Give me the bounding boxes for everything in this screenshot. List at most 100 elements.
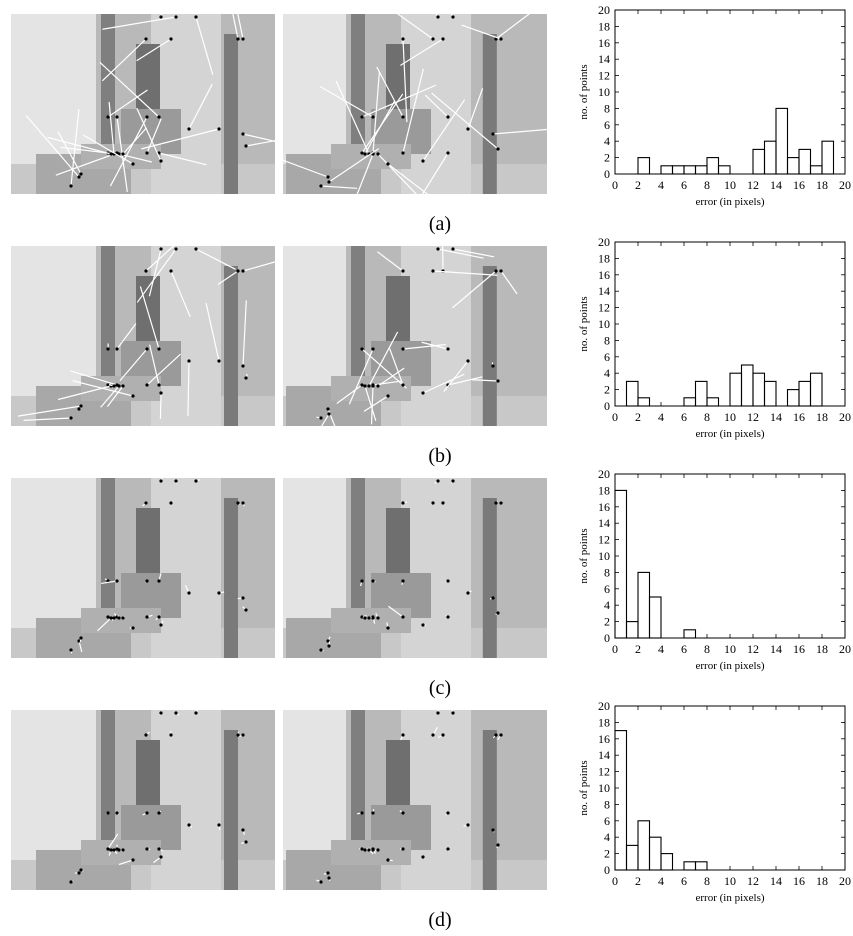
histogram-bar (671, 165, 685, 175)
feature-point (326, 175, 330, 179)
x-tick-label: 6 (681, 410, 687, 424)
error-vector (364, 385, 377, 421)
feature-point (112, 616, 116, 620)
feature-point (79, 636, 83, 640)
x-tick-label: 4 (658, 410, 664, 424)
feature-point (496, 379, 500, 383)
feature-point (157, 615, 161, 619)
y-tick-label: 8 (604, 565, 610, 579)
feature-point (106, 383, 110, 387)
feature-point (187, 359, 191, 363)
feature-point (491, 828, 495, 832)
feature-point (496, 147, 500, 151)
feature-point (157, 347, 161, 351)
histogram-bar (729, 372, 743, 407)
feature-point (371, 384, 375, 388)
panel-caption: (b) (428, 445, 452, 467)
feature-point (69, 880, 73, 884)
x-tick-label: 16 (793, 874, 805, 888)
feature-point (386, 626, 390, 630)
feature-point (157, 579, 161, 583)
feature-point (109, 152, 113, 156)
y-axis-label: no. of points (578, 528, 590, 583)
feature-point (115, 811, 119, 815)
error-vector (109, 116, 148, 187)
histogram-bar (786, 157, 800, 175)
error-vector (101, 38, 147, 82)
error-vector (377, 153, 417, 194)
feature-point (131, 626, 135, 630)
feature-point (241, 596, 245, 600)
error-vector (107, 89, 148, 118)
panel-caption: (a) (428, 213, 452, 235)
feature-point (363, 848, 367, 852)
feature-point (115, 115, 119, 119)
histogram-bar (694, 861, 708, 871)
corridor-photo-left (11, 478, 275, 658)
feature-point (117, 616, 121, 620)
error-vector (245, 140, 275, 147)
error-vector (108, 101, 115, 155)
y-axis-label: no. of points (578, 296, 590, 351)
x-tick-label: 8 (704, 642, 710, 656)
feature-point (360, 615, 364, 619)
feature-point (401, 383, 405, 387)
feature-point (376, 616, 380, 620)
feature-point (217, 359, 221, 363)
x-tick-label: 4 (658, 874, 664, 888)
feature-point (431, 501, 435, 505)
feature-point (159, 391, 163, 395)
feature-point (121, 384, 125, 388)
feature-point (363, 384, 367, 388)
feature-point (194, 247, 198, 251)
error-vector (402, 344, 446, 350)
feature-point (157, 383, 161, 387)
y-tick-label: 14 (598, 52, 610, 66)
feature-point (144, 269, 148, 273)
y-tick-label: 16 (598, 36, 610, 50)
feature-point (217, 591, 221, 595)
feature-point (371, 579, 375, 583)
pillar (482, 730, 497, 890)
feature-point (401, 847, 405, 851)
error-vector (57, 131, 82, 175)
y-tick-label: 16 (598, 732, 610, 746)
box (81, 608, 161, 633)
feature-point (159, 711, 163, 715)
feature-point (187, 823, 191, 827)
histogram-bar (717, 165, 731, 175)
feature-point (436, 247, 440, 251)
error-vector (70, 370, 118, 386)
error-vector (432, 270, 498, 276)
feature-point (431, 733, 435, 737)
histogram-bar (775, 107, 789, 175)
feature-point (115, 579, 119, 583)
x-tick-label: 0 (612, 874, 618, 888)
histogram-bar (798, 380, 812, 407)
feature-point (436, 711, 440, 715)
corridor-photo-right (283, 246, 547, 426)
corridor-photo-right (283, 14, 547, 194)
y-tick-label: 6 (604, 350, 610, 364)
y-tick-label: 2 (604, 615, 610, 629)
feature-point (371, 811, 375, 815)
error-vector (447, 376, 483, 386)
feature-point (106, 811, 110, 815)
error-vector (83, 134, 134, 165)
y-tick-label: 10 (598, 781, 610, 795)
feature-point (446, 615, 450, 619)
feature-point (241, 37, 245, 41)
error-vector (237, 14, 244, 40)
feature-point (363, 152, 367, 156)
feature-point (244, 376, 248, 380)
error-vector (327, 408, 336, 426)
histogram-bar (683, 165, 697, 175)
figure-row-b: 0 2 4 6 8 10 12 14 16 18 20 0 2 4 6 8 10 12 14 16 18 20 error … (0, 232, 853, 467)
feature-point (326, 871, 330, 875)
back-wall (401, 246, 471, 426)
y-tick-label: 0 (604, 399, 610, 413)
feature-point (499, 269, 503, 273)
error-vector (452, 270, 497, 309)
